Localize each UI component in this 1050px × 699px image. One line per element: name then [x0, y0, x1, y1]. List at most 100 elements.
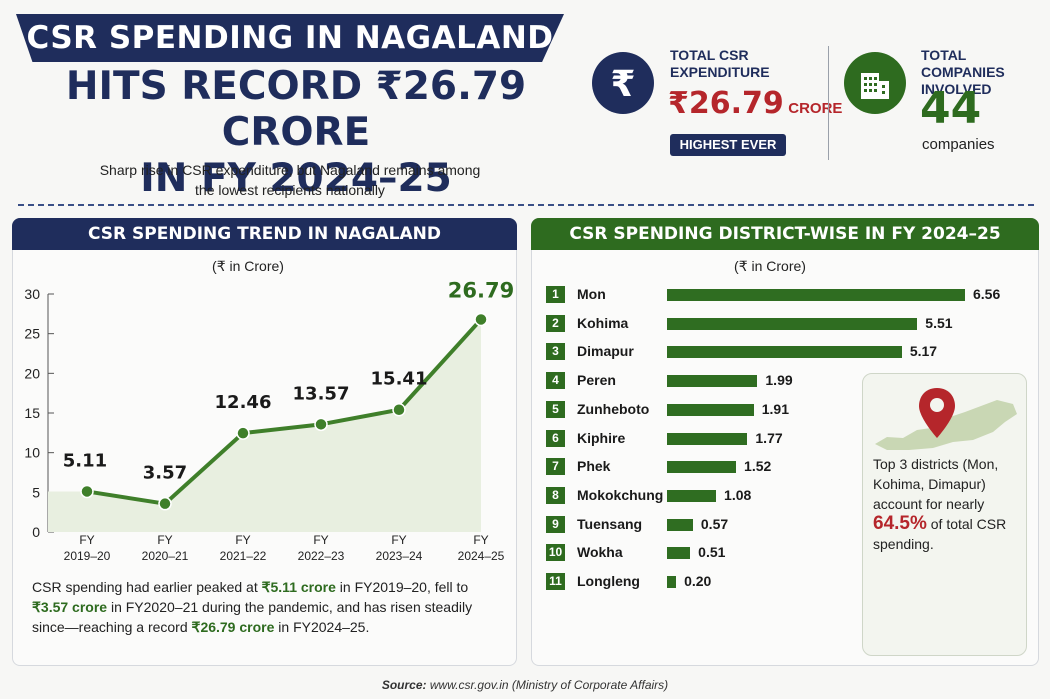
- district-unit-label: (₹ in Crore): [734, 258, 806, 274]
- trend-data-point: [80, 484, 94, 499]
- top3-callout: Top 3 districts (Mon, Kohima, Dimapur) a…: [862, 373, 1027, 656]
- trend-data-point: [314, 417, 328, 432]
- trend-note-highlight-3: ₹26.79 crore: [191, 619, 275, 635]
- district-value-label: 1.91: [761, 400, 789, 417]
- trend-note-text-3: in FY2020–21 during the pandemic, and ha…: [32, 599, 473, 635]
- district-value-label: 1.08: [724, 486, 752, 503]
- source-text: www.csr.gov.in (Ministry of Corporate Af…: [429, 678, 669, 692]
- stats-divider: [828, 46, 829, 160]
- trend-x-tick-label: FY: [79, 533, 94, 547]
- district-value-label: 0.57: [700, 515, 729, 532]
- callout-percentage: 64.5%: [873, 513, 927, 534]
- trend-x-tick-label: FY: [473, 533, 488, 547]
- district-bar: [667, 403, 754, 416]
- district-rank-badge: 10: [546, 544, 565, 562]
- trend-x-tick-label: 2021–22: [220, 549, 267, 563]
- trend-y-tick-label: 15: [24, 405, 40, 421]
- district-value-label: 5.51: [925, 314, 953, 331]
- district-name-label: Longleng: [577, 573, 640, 589]
- expenditure-unit: CRORE: [788, 100, 843, 117]
- district-name-label: Dimapur: [577, 343, 634, 360]
- companies-value: 44: [920, 83, 982, 134]
- district-rank-badge: 11: [546, 573, 565, 590]
- expenditure-value-row: ₹26.79 CRORE: [668, 86, 842, 121]
- district-value-label: 0.51: [698, 544, 726, 561]
- district-value-label: 1.52: [744, 458, 772, 475]
- header-subtitle-line1: Sharp rise in CSR expenditure, but Nagal…: [99, 162, 481, 178]
- trend-y-tick-label: 25: [24, 326, 40, 342]
- district-panel-title: CSR SPENDING DISTRICT-WISE IN FY 2024–25: [531, 218, 1039, 250]
- trend-y-tick-label: 30: [24, 286, 40, 302]
- header-title-line2: HITS RECORD ₹26.79 CRORE: [65, 64, 527, 155]
- header-title-main: HITS RECORD ₹26.79 CRORE IN FY 2024–25: [16, 64, 576, 202]
- trend-panel-title: CSR SPENDING TREND IN NAGALAND: [12, 218, 517, 250]
- district-rank-badge: 3: [546, 343, 565, 361]
- source-label: Source:: [381, 678, 427, 692]
- trend-x-tick-label: 2022–23: [298, 549, 345, 563]
- district-rank-badge: 4: [546, 372, 565, 390]
- district-name-label: Mokokchung: [577, 486, 664, 503]
- trend-data-point: [236, 426, 250, 440]
- trend-line-chart: (₹ in Crore) 0 5 10 15 20 25 30 5.11 3.57 12.46 13.…: [24, 258, 514, 563]
- district-name-label: Mon: [577, 286, 606, 302]
- district-rank-badge: 2: [546, 314, 565, 332]
- trend-note-highlight-1: ₹5.11 crore: [261, 579, 336, 595]
- header-title-line3: IN FY 2024–25: [140, 156, 452, 201]
- trend-x-tick-label: 2024–25: [458, 549, 505, 563]
- map-pin-icon: [919, 388, 955, 438]
- trend-x-tick-label: 2023–24: [376, 549, 423, 563]
- district-bar: [667, 461, 737, 474]
- district-name-label: Zunheboto: [577, 400, 650, 417]
- district-rank-badge: 7: [546, 458, 565, 476]
- trend-x-tick-label: FY: [235, 533, 250, 547]
- nagaland-map-icon: [875, 388, 1017, 450]
- section-divider: [18, 204, 1034, 206]
- trend-x-tick-label: 2020–21: [142, 549, 189, 563]
- trend-x-tick-label: 2019–20: [64, 549, 111, 563]
- district-rank-badge: 6: [546, 429, 565, 447]
- district-bar: [667, 576, 677, 588]
- expenditure-label: TOTAL CSR EXPENDITURE: [670, 47, 770, 81]
- district-value-label: 1.99: [765, 372, 793, 389]
- district-value-label: 1.77: [755, 429, 783, 446]
- companies-label-line1: TOTAL COMPANIES: [921, 47, 1005, 80]
- trend-data-label: 3.57: [143, 463, 187, 484]
- trend-note-text-1: CSR spending had earlier peaked at: [32, 579, 262, 595]
- district-value-label: 6.56: [973, 286, 1001, 302]
- district-name-label: Wokha: [577, 544, 623, 561]
- header-title-line1: CSR SPENDING IN NAGALAND: [26, 20, 554, 56]
- companies-label: TOTAL COMPANIES INVOLVED: [921, 47, 1050, 98]
- trend-x-tick-label: FY: [391, 533, 406, 547]
- companies-label-line2: INVOLVED: [921, 81, 992, 97]
- district-bar: [667, 346, 902, 359]
- district-rank-badge: 1: [546, 286, 565, 303]
- district-name-label: Tuensang: [577, 515, 643, 532]
- district-bar: [667, 518, 693, 531]
- callout-text: Top 3 districts (Mon, Kohima, Dimapur) a…: [873, 454, 1013, 554]
- trend-y-tick-label: 10: [24, 445, 40, 461]
- district-value-label: 5.17: [909, 343, 938, 360]
- callout-text-2: of total CSR spending.: [873, 516, 1007, 552]
- trend-data-label: 26.79: [448, 278, 514, 302]
- district-bar: [667, 489, 717, 502]
- trend-data-label: 12.46: [215, 392, 272, 413]
- district-bar: [667, 547, 691, 560]
- trend-x-tick-label: FY: [313, 533, 328, 547]
- trend-data-point: [474, 312, 488, 327]
- trend-area-fill: [48, 319, 481, 532]
- trend-note: CSR spending had earlier peaked at ₹5.11…: [32, 577, 502, 637]
- district-bar: [667, 317, 918, 330]
- expenditure-value: ₹26.79: [668, 86, 784, 121]
- trend-data-label: 13.57: [293, 383, 350, 404]
- building-icon: [844, 52, 906, 114]
- highest-ever-badge: HIGHEST EVER: [670, 134, 786, 156]
- trend-y-tick-label: 20: [24, 365, 40, 381]
- trend-data-label: 15.41: [371, 369, 428, 390]
- trend-note-text-2: in FY2019–20, fell to: [335, 579, 469, 595]
- trend-y-tick-label: 0: [32, 524, 40, 540]
- trend-data-label: 5.11: [63, 450, 107, 471]
- trend-unit-label: (₹ in Crore): [212, 258, 284, 274]
- trend-series-line: [86, 318, 483, 506]
- trend-data-point: [158, 496, 172, 511]
- district-name-label: Peren: [577, 372, 616, 389]
